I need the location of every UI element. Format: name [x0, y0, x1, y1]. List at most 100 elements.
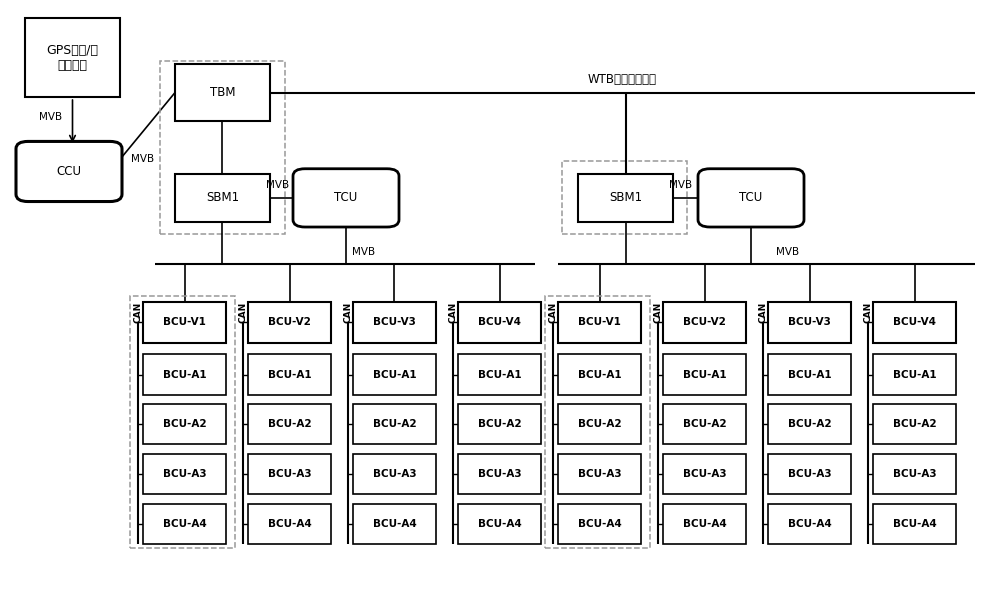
Bar — [873, 404, 956, 444]
Text: MVB: MVB — [266, 180, 290, 189]
Text: BCU-V2: BCU-V2 — [268, 317, 311, 327]
Text: BCU-A4: BCU-A4 — [788, 519, 831, 529]
Bar — [663, 302, 746, 343]
Bar — [160, 61, 285, 234]
Bar — [143, 504, 226, 544]
Text: BCU-A3: BCU-A3 — [893, 469, 936, 479]
Bar — [768, 454, 851, 494]
Bar — [175, 174, 270, 222]
Text: BCU-A3: BCU-A3 — [268, 469, 311, 479]
Text: BCU-V3: BCU-V3 — [788, 317, 831, 327]
Text: MVB: MVB — [131, 154, 154, 164]
Text: BCU-A3: BCU-A3 — [788, 469, 831, 479]
Text: BCU-V4: BCU-V4 — [893, 317, 936, 327]
Text: BCU-A2: BCU-A2 — [163, 419, 206, 429]
Bar — [143, 454, 226, 494]
Bar — [353, 302, 436, 343]
Bar — [25, 18, 120, 97]
Bar — [873, 454, 956, 494]
Bar — [873, 302, 956, 343]
Text: BCU-A2: BCU-A2 — [478, 419, 521, 429]
Bar — [558, 454, 641, 494]
Text: BCU-V4: BCU-V4 — [478, 317, 521, 327]
Text: TCU: TCU — [739, 191, 763, 205]
Text: CAN: CAN — [344, 301, 352, 323]
Bar — [768, 354, 851, 395]
Text: BCU-V1: BCU-V1 — [578, 317, 621, 327]
Text: BCU-A2: BCU-A2 — [373, 419, 416, 429]
Bar — [768, 404, 851, 444]
Bar — [143, 354, 226, 395]
Text: BCU-A3: BCU-A3 — [478, 469, 521, 479]
Bar — [558, 504, 641, 544]
Text: BCU-A4: BCU-A4 — [893, 519, 936, 529]
Text: CAN: CAN — [759, 301, 768, 323]
Text: BCU-A3: BCU-A3 — [373, 469, 416, 479]
Text: BCU-A1: BCU-A1 — [163, 370, 206, 379]
Text: CAN: CAN — [654, 301, 662, 323]
Text: MVB: MVB — [39, 112, 62, 122]
Text: BCU-A4: BCU-A4 — [373, 519, 416, 529]
Bar — [873, 354, 956, 395]
Text: BCU-A1: BCU-A1 — [893, 370, 936, 379]
Bar — [558, 354, 641, 395]
Bar — [143, 404, 226, 444]
Bar — [545, 296, 650, 548]
Bar — [663, 404, 746, 444]
Text: BCU-A4: BCU-A4 — [163, 519, 206, 529]
Text: CCU: CCU — [56, 165, 82, 178]
Bar — [353, 404, 436, 444]
Text: CAN: CAN — [134, 301, 143, 323]
Text: GPS模块/路
况存储器: GPS模块/路 况存储器 — [47, 44, 99, 72]
Bar — [248, 302, 331, 343]
Bar — [248, 354, 331, 395]
Text: BCU-A3: BCU-A3 — [683, 469, 726, 479]
Text: BCU-A1: BCU-A1 — [578, 370, 621, 379]
Text: BCU-A1: BCU-A1 — [683, 370, 726, 379]
Text: BCU-A2: BCU-A2 — [268, 419, 311, 429]
Text: BCU-A2: BCU-A2 — [683, 419, 726, 429]
FancyBboxPatch shape — [698, 169, 804, 227]
Bar — [353, 454, 436, 494]
Bar — [143, 302, 226, 343]
Bar — [562, 161, 687, 234]
Bar — [353, 504, 436, 544]
Text: BCU-A2: BCU-A2 — [893, 419, 936, 429]
Bar — [458, 504, 541, 544]
Text: BCU-A2: BCU-A2 — [578, 419, 621, 429]
Bar — [663, 454, 746, 494]
Text: BCU-A3: BCU-A3 — [578, 469, 621, 479]
Text: BCU-A1: BCU-A1 — [478, 370, 521, 379]
Bar — [458, 404, 541, 444]
Bar — [458, 354, 541, 395]
Bar — [248, 454, 331, 494]
Text: BCU-V1: BCU-V1 — [163, 317, 206, 327]
Bar — [558, 302, 641, 343]
Bar — [458, 302, 541, 343]
Text: MVB: MVB — [352, 247, 376, 257]
Text: BCU-V3: BCU-V3 — [373, 317, 416, 327]
Bar — [768, 504, 851, 544]
Text: TCU: TCU — [334, 191, 358, 205]
Text: SBM1: SBM1 — [206, 191, 239, 205]
Text: BCU-V2: BCU-V2 — [683, 317, 726, 327]
Text: MVB: MVB — [669, 180, 693, 189]
Text: BCU-A1: BCU-A1 — [788, 370, 831, 379]
FancyBboxPatch shape — [16, 141, 122, 202]
Bar — [663, 354, 746, 395]
Bar — [248, 404, 331, 444]
Text: TBM: TBM — [210, 86, 235, 99]
Text: BCU-A4: BCU-A4 — [268, 519, 311, 529]
Text: MVB: MVB — [776, 247, 799, 257]
Text: BCU-A1: BCU-A1 — [268, 370, 311, 379]
Bar — [353, 354, 436, 395]
Bar — [578, 174, 673, 222]
Bar — [130, 296, 235, 548]
Bar — [558, 404, 641, 444]
Text: BCU-A4: BCU-A4 — [578, 519, 621, 529]
FancyBboxPatch shape — [293, 169, 399, 227]
Text: CAN: CAN — [864, 301, 872, 323]
Bar — [663, 504, 746, 544]
Bar — [248, 504, 331, 544]
Text: BCU-A3: BCU-A3 — [163, 469, 206, 479]
